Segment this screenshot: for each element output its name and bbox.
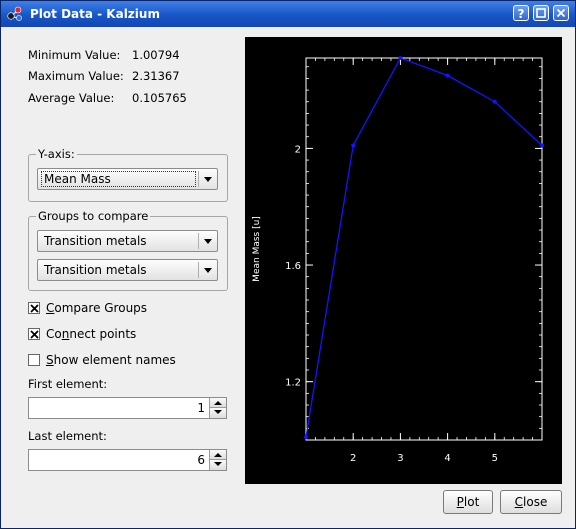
show-element-names-label[interactable]: Show element names: [46, 353, 176, 367]
last-element-label: Last element:: [28, 429, 107, 443]
axis-tick-labels: 2 3 4 5 1.2 1.6 2: [285, 144, 498, 464]
x-tick-label: 5: [492, 453, 498, 464]
compare-groups-checkbox[interactable]: [28, 302, 40, 314]
data-point: [398, 56, 403, 60]
last-element-value: 6: [197, 453, 205, 467]
help-icon: ?: [517, 7, 525, 21]
y-tick-label: 1.2: [285, 378, 301, 389]
groups-compare-title: Groups to compare: [36, 209, 151, 223]
y-tick-label: 1.6: [285, 261, 301, 272]
chevron-down-icon: [204, 177, 212, 182]
close-icon: [556, 8, 566, 18]
close-window-button[interactable]: [553, 5, 569, 21]
max-value-label: Maximum Value:: [28, 69, 124, 83]
plot-frame: [305, 57, 543, 441]
chevron-down-icon: [204, 239, 212, 244]
spin-up-icon[interactable]: [209, 450, 226, 460]
y-axis-select[interactable]: Mean Mass: [37, 168, 218, 190]
y-axis-label: Mean Mass [u]: [252, 216, 262, 282]
connect-points-label[interactable]: Connect points: [46, 327, 137, 341]
help-button[interactable]: ?: [513, 5, 529, 21]
maximize-icon: [536, 8, 546, 18]
last-element-spinbox[interactable]: 6: [28, 449, 227, 471]
checkmark-icon: [30, 304, 39, 313]
window-title: Plot Data - Kalzium: [30, 7, 160, 21]
connect-points-checkbox[interactable]: [28, 328, 40, 340]
y-axis-group: Y-axis: Mean Mass: [28, 147, 228, 202]
series-line: [304, 56, 544, 440]
first-element-label: First element:: [28, 377, 108, 391]
focus-ring: [41, 171, 196, 187]
min-value-label: Minimum Value:: [28, 48, 121, 62]
first-group-select[interactable]: Transition metals: [37, 230, 218, 252]
plot-panel: 2 3 4 5 1.2 1.6 2 Mean Mass [u]: [245, 37, 562, 484]
series-line-path: [305, 57, 543, 438]
x-tick-label: 2: [350, 453, 356, 464]
min-value: 1.00794: [132, 48, 180, 62]
data-point: [445, 73, 450, 78]
data-point: [304, 435, 308, 440]
y-axis-select-value: Mean Mass: [44, 172, 111, 186]
y-axis-group-title: Y-axis:: [36, 147, 77, 161]
max-value: 2.31367: [132, 69, 180, 83]
groups-compare-group: Groups to compare Transition metals Tran…: [28, 209, 228, 291]
close-button[interactable]: Close: [500, 490, 562, 514]
checkmark-icon: [30, 330, 39, 339]
x-tick-label: 3: [397, 453, 403, 464]
avg-value: 0.105765: [132, 91, 187, 105]
spin-down-icon[interactable]: [209, 408, 226, 418]
maximize-button[interactable]: [533, 5, 549, 21]
kalzium-app-icon: [6, 5, 24, 23]
spin-down-icon[interactable]: [209, 460, 226, 470]
first-element-spinbox[interactable]: 1: [28, 397, 227, 419]
first-group-value: Transition metals: [44, 234, 147, 248]
plot-button[interactable]: Plot: [443, 490, 493, 514]
data-point: [492, 99, 497, 104]
spin-up-icon[interactable]: [209, 398, 226, 408]
dialog-content: Minimum Value: 1.00794 Maximum Value: 2.…: [1, 27, 575, 528]
chevron-down-icon: [204, 268, 212, 273]
data-point: [540, 143, 544, 148]
data-point: [351, 143, 356, 148]
show-element-names-checkbox[interactable]: [28, 354, 40, 366]
compare-groups-label[interactable]: Compare Groups: [46, 301, 148, 315]
title-bar[interactable]: Plot Data - Kalzium ?: [1, 1, 575, 27]
mean-mass-line-chart: 2 3 4 5 1.2 1.6 2 Mean Mass [u]: [252, 56, 544, 464]
second-group-select[interactable]: Transition metals: [37, 259, 218, 281]
avg-value-label: Average Value:: [28, 91, 115, 105]
second-group-value: Transition metals: [44, 263, 147, 277]
y-tick-label: 2: [295, 144, 301, 155]
x-tick-label: 4: [444, 453, 450, 464]
axis-ticks: [305, 58, 543, 440]
first-element-value: 1: [197, 401, 205, 415]
